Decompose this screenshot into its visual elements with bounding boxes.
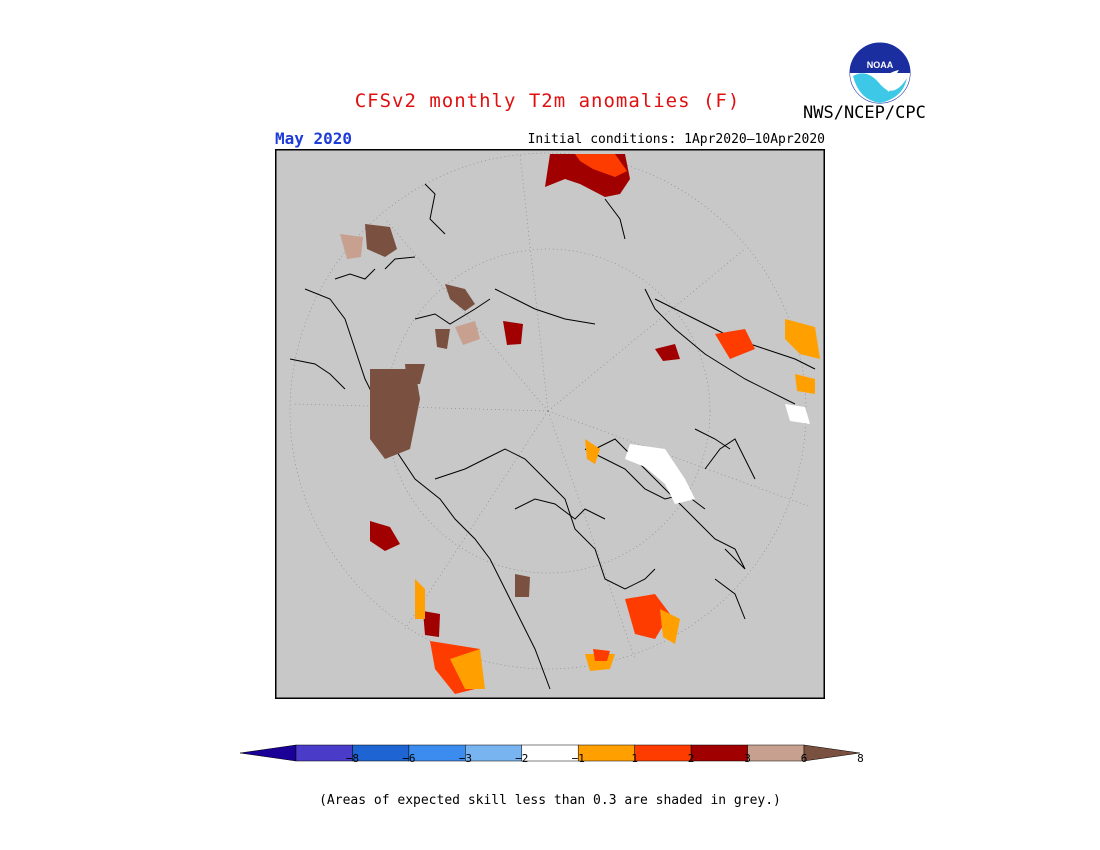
patch-pacific-3 [435,329,450,349]
colorbar-tick-label: 6 [800,752,808,765]
colorbar-cell [352,744,410,762]
forecast-period: May 2020 [275,129,353,148]
svg-text:NOAA: NOAA [867,60,894,70]
patch-east-siberia-1 [785,319,820,359]
noaa-logo: NOAA [849,42,911,104]
agency-label: NWS/NCEP/CPC [803,103,926,123]
colorbar-cell [295,744,353,762]
colorbar-cell [521,744,579,762]
colorbar-cell [634,744,692,762]
patch-us-southwest [450,649,485,689]
colorbar-tick-label: −6 [402,752,416,765]
colorbar-tick-label: −3 [458,752,472,765]
anomaly-patches [340,154,820,694]
polar-map [275,149,825,699]
colorbar-cell [577,744,635,762]
initial-conditions: Initial conditions: 1Apr2020–10Apr2020 [527,132,825,147]
patch-alaska [370,521,400,551]
patch-atlantic-1 [365,224,397,257]
colorbar-arrow-low [240,744,297,762]
map-border [275,149,825,699]
patch-siberia-orange [585,439,600,464]
patch-atlantic-2 [340,234,363,259]
colorbar [240,744,860,762]
colorbar-cell [690,744,748,762]
patch-pacific-2 [405,364,425,384]
colorbar-tick-label: 1 [631,752,638,765]
colorbar-tick-label: 3 [744,752,751,765]
colorbar-tick-label: 8 [857,752,864,765]
patch-europe-south [625,594,670,639]
patch-europe-south-2 [660,609,680,644]
colorbar-cell [465,744,523,762]
patch-canada [423,611,440,637]
patch-greenland [515,574,530,597]
patch-east-siberia-2 [715,329,755,359]
patch-siberia-white [625,444,695,504]
colorbar-cell [747,744,805,762]
colorbar-tick-label: −8 [345,752,360,765]
patch-east-siberia-4 [795,374,815,394]
colorbar-tick-label: −1 [571,752,585,765]
patch-europe-2 [455,321,480,345]
colorbar-tick-label: 2 [687,752,695,765]
map-background [275,149,825,699]
patch-tropical-pacific [370,369,420,459]
patch-east-siberia-5 [785,404,810,424]
patch-us-coast [415,579,425,619]
footnote: (Areas of expected skill less than 0.3 a… [319,793,781,808]
colorbar-cell [408,744,466,762]
patch-europe-1 [445,284,475,311]
patch-africa-north-2 [593,649,610,661]
colorbar-arrow-high [803,744,860,762]
patch-east-siberia-3 [655,344,680,361]
chart-title: CFSv2 monthly T2m anomalies (F) [354,90,741,112]
colorbar-tick-label: −2 [515,752,529,765]
patch-mideast-1 [503,321,523,345]
patch-tropical-atlantic-2 [575,154,627,177]
